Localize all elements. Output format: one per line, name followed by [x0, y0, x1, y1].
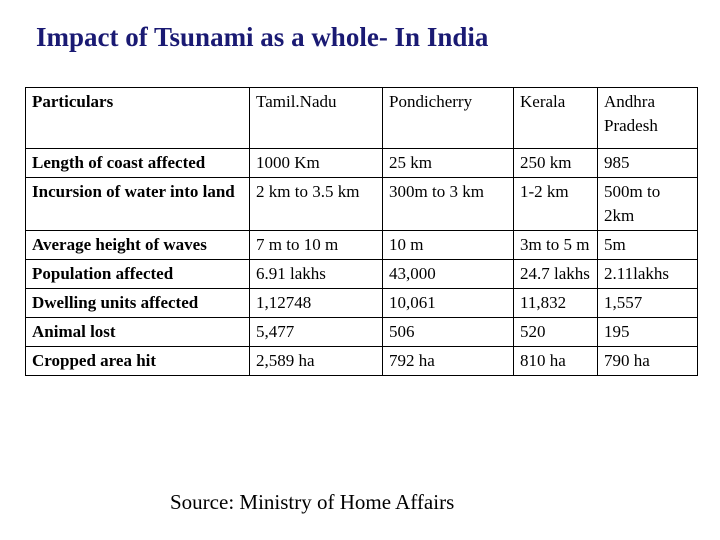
- table-cell: 792 ha: [382, 346, 514, 376]
- table-cell: 3m to 5 m: [513, 230, 598, 260]
- table-cell: 25 km: [382, 148, 514, 178]
- header-pondicherry: Pondicherry: [382, 87, 514, 149]
- table-cell: 43,000: [382, 259, 514, 289]
- table-cell: 195: [597, 317, 698, 347]
- table-cell: 790 ha: [597, 346, 698, 376]
- table-cell: 985: [597, 148, 698, 178]
- row-label: Average height of waves: [25, 230, 250, 260]
- row-label: Incursion of water into land: [25, 177, 250, 231]
- table-cell: 2.11lakhs: [597, 259, 698, 289]
- table-cell: 10 m: [382, 230, 514, 260]
- header-andhra-pradesh: Andhra Pradesh: [597, 87, 698, 149]
- header-tamil-nadu: Tamil.Nadu: [249, 87, 383, 149]
- table-cell: 5m: [597, 230, 698, 260]
- table-cell: 1,12748: [249, 288, 383, 318]
- source-caption: Source: Ministry of Home Affairs: [170, 490, 455, 514]
- table-row: Population affected 6.91 lakhs 43,000 24…: [25, 259, 698, 289]
- row-label: Length of coast affected: [25, 148, 250, 178]
- table-cell: 500m to 2km: [597, 177, 698, 231]
- table-row: Dwelling units affected 1,12748 10,061 1…: [25, 288, 698, 318]
- impact-table: Particulars Tamil.Nadu Pondicherry Keral…: [25, 87, 698, 376]
- table-row: Incursion of water into land 2 km to 3.5…: [25, 177, 698, 231]
- table-cell: 520: [513, 317, 598, 347]
- table-row: Length of coast affected 1000 Km 25 km 2…: [25, 148, 698, 178]
- table-cell: 506: [382, 317, 514, 347]
- table-cell: 2 km to 3.5 km: [249, 177, 383, 231]
- row-label: Population affected: [25, 259, 250, 289]
- page-title: Impact of Tsunami as a whole- In India: [36, 22, 489, 52]
- row-label: Dwelling units affected: [25, 288, 250, 318]
- header-particulars: Particulars: [25, 87, 250, 149]
- row-label: Cropped area hit: [25, 346, 250, 376]
- table-cell: 250 km: [513, 148, 598, 178]
- table-cell: 6.91 lakhs: [249, 259, 383, 289]
- table-cell: 1-2 km: [513, 177, 598, 231]
- table-row: Animal lost 5,477 506 520 195: [25, 317, 698, 347]
- row-label: Animal lost: [25, 317, 250, 347]
- table-cell: 1000 Km: [249, 148, 383, 178]
- table-cell: 810 ha: [513, 346, 598, 376]
- table-row: Average height of waves 7 m to 10 m 10 m…: [25, 230, 698, 260]
- table-row: Cropped area hit 2,589 ha 792 ha 810 ha …: [25, 346, 698, 376]
- table-cell: 1,557: [597, 288, 698, 318]
- table-header-row: Particulars Tamil.Nadu Pondicherry Keral…: [25, 87, 698, 149]
- table-cell: 2,589 ha: [249, 346, 383, 376]
- table-cell: 300m to 3 km: [382, 177, 514, 231]
- table-cell: 5,477: [249, 317, 383, 347]
- header-kerala: Kerala: [513, 87, 598, 149]
- table-cell: 24.7 lakhs: [513, 259, 598, 289]
- table-cell: 7 m to 10 m: [249, 230, 383, 260]
- table-cell: 10,061: [382, 288, 514, 318]
- table-cell: 11,832: [513, 288, 598, 318]
